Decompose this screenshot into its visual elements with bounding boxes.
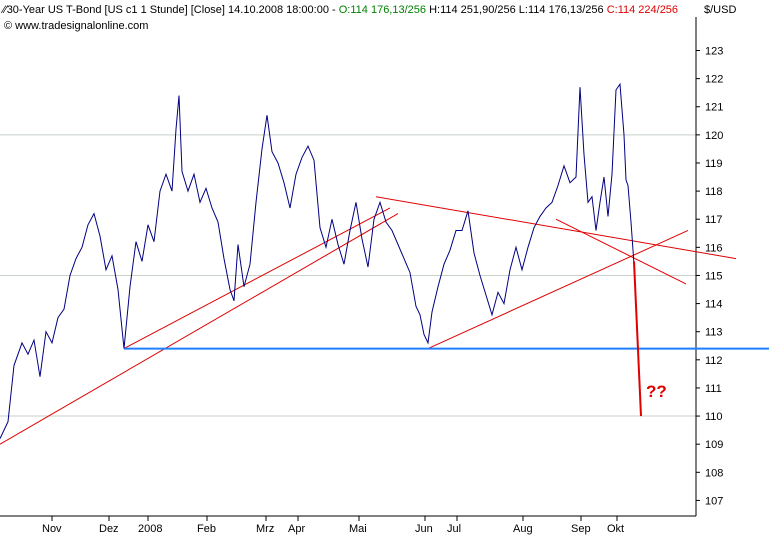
y-tick-label: 121 bbox=[705, 102, 723, 114]
trendline-4 bbox=[427, 230, 689, 350]
unit-label: $/USD bbox=[704, 4, 736, 16]
y-tick-label: 119 bbox=[705, 158, 723, 170]
annotation-question-marks: ?? bbox=[646, 382, 667, 401]
header-line: ⁄∕30-Year US T-Bond [US c1 1 Stunde] [Cl… bbox=[0, 4, 678, 16]
y-tick-label: 111 bbox=[705, 383, 722, 395]
y-tick-label: 109 bbox=[705, 439, 723, 451]
header-high: H:114 251,90/256 bbox=[429, 4, 516, 16]
copyright-text: © www.tradesignalonline.com bbox=[4, 20, 148, 32]
y-tick-label: 116 bbox=[705, 242, 723, 254]
x-tick-label: Jul bbox=[447, 523, 461, 535]
trendline-3 bbox=[375, 196, 737, 260]
y-tick-label: 112 bbox=[705, 355, 723, 367]
x-tick-label: Dez bbox=[99, 523, 119, 535]
y-tick-label: 120 bbox=[705, 130, 723, 142]
price-line bbox=[0, 82, 635, 439]
header-open: O:114 176,13/256 bbox=[339, 4, 426, 16]
y-tick-label: 108 bbox=[705, 467, 723, 479]
header-low: L:114 176,13/256 bbox=[519, 4, 604, 16]
trendlines bbox=[0, 196, 737, 445]
x-tick-label: Aug bbox=[513, 523, 533, 535]
y-tick-label: 110 bbox=[705, 411, 723, 423]
trendline-1 bbox=[0, 213, 399, 445]
projection-line bbox=[633, 261, 642, 417]
x-tick-label: Jun bbox=[415, 523, 433, 535]
y-tick-label: 123 bbox=[705, 46, 723, 58]
y-axis: 107 108 109 110 111 112 113 114 115 116 117 118 119 1… bbox=[696, 46, 723, 507]
trendline-5 bbox=[555, 218, 687, 285]
x-tick-label: Apr bbox=[288, 523, 305, 535]
chart-icon: ⁄∕ bbox=[0, 4, 9, 16]
x-tick-label: Sep bbox=[571, 523, 591, 535]
x-tick-label: Mrz bbox=[256, 523, 274, 535]
x-tick-label: Nov bbox=[42, 523, 62, 535]
y-tick-label: 118 bbox=[705, 186, 723, 198]
y-tick-label: 122 bbox=[705, 74, 723, 86]
y-tick-label: 117 bbox=[705, 214, 723, 226]
y-tick-label: 113 bbox=[705, 327, 723, 339]
x-tick-label: 2008 bbox=[138, 523, 162, 535]
header-symbol: 30-Year US T-Bond [US c1 1 Stunde] [Clos… bbox=[7, 4, 336, 16]
x-axis: Nov Dez 2008 Feb Mrz Apr Mai Jun Jul Aug Sep Okt bbox=[42, 516, 624, 535]
trendline-2 bbox=[123, 207, 391, 350]
y-tick-label: 115 bbox=[705, 270, 723, 282]
y-tick-label: 107 bbox=[705, 495, 723, 507]
x-tick-label: Okt bbox=[607, 523, 624, 535]
x-tick-label: Mai bbox=[349, 523, 367, 535]
x-tick-label: Feb bbox=[197, 523, 216, 535]
y-tick-label: 114 bbox=[705, 299, 723, 311]
header-close: C:114 224/256 bbox=[607, 4, 678, 16]
